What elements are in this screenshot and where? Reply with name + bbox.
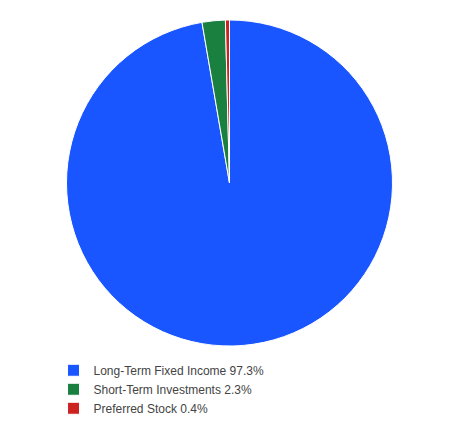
svg-text:Short-Term Investments 2.3%: Short-Term Investments 2.3% [94, 383, 252, 397]
svg-text:Long-Term Fixed Income 97.3%: Long-Term Fixed Income 97.3% [94, 364, 264, 378]
svg-text:Preferred Stock 0.4%: Preferred Stock 0.4% [94, 402, 208, 416]
